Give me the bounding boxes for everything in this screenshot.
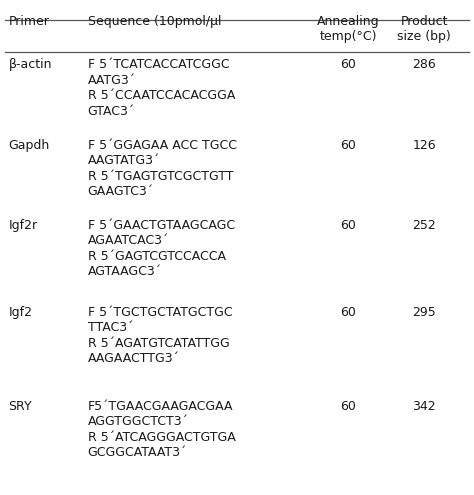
Text: Sequence (10pmol/μl: Sequence (10pmol/μl bbox=[88, 15, 221, 28]
Text: 295: 295 bbox=[412, 306, 436, 319]
Text: 60: 60 bbox=[340, 58, 356, 71]
Text: 126: 126 bbox=[412, 139, 436, 151]
Text: 60: 60 bbox=[340, 400, 356, 413]
Text: Annealing
temp(°C): Annealing temp(°C) bbox=[317, 15, 380, 44]
Text: 60: 60 bbox=[340, 139, 356, 151]
Text: F 5´TGCTGCTATGCTGC
TTAC3´
R 5´AGATGTCATATTGG
AAGAACTTG3´: F 5´TGCTGCTATGCTGC TTAC3´ R 5´AGATGTCATA… bbox=[88, 306, 232, 365]
Text: Igf2r: Igf2r bbox=[9, 219, 37, 232]
Text: Product
size (bp): Product size (bp) bbox=[397, 15, 451, 44]
Text: SRY: SRY bbox=[9, 400, 32, 413]
Text: F 5´GAACTGTAAGCAGC
AGAATCAC3´
R 5´GAGTCGTCCACCA
AGTAAGC3´: F 5´GAACTGTAAGCAGC AGAATCAC3´ R 5´GAGTCG… bbox=[88, 219, 235, 278]
Text: β-actin: β-actin bbox=[9, 58, 52, 71]
Text: Igf2: Igf2 bbox=[9, 306, 33, 319]
Text: F5´TGAACGAAGACGAA
AGGTGGCTCT3´
R 5´ATCAGGGACTGTGA
GCGGCATAAT3´: F5´TGAACGAAGACGAA AGGTGGCTCT3´ R 5´ATCAG… bbox=[88, 400, 236, 459]
Text: Gapdh: Gapdh bbox=[9, 139, 50, 151]
Text: 60: 60 bbox=[340, 306, 356, 319]
Text: 252: 252 bbox=[412, 219, 436, 232]
Text: Primer: Primer bbox=[9, 15, 49, 28]
Text: F 5´TCATCACCATCGGC
AATG3´
R 5´CCAATCCACACGGA
GTAC3´: F 5´TCATCACCATCGGC AATG3´ R 5´CCAATCCACA… bbox=[88, 58, 235, 118]
Text: 286: 286 bbox=[412, 58, 436, 71]
Text: 342: 342 bbox=[412, 400, 436, 413]
Text: 60: 60 bbox=[340, 219, 356, 232]
Text: F 5´GGAGAA ACC TGCC
AAGTATG3´
R 5´TGAGTGTCGCTGTT
GAAGTC3´: F 5´GGAGAA ACC TGCC AAGTATG3´ R 5´TGAGTG… bbox=[88, 139, 237, 198]
